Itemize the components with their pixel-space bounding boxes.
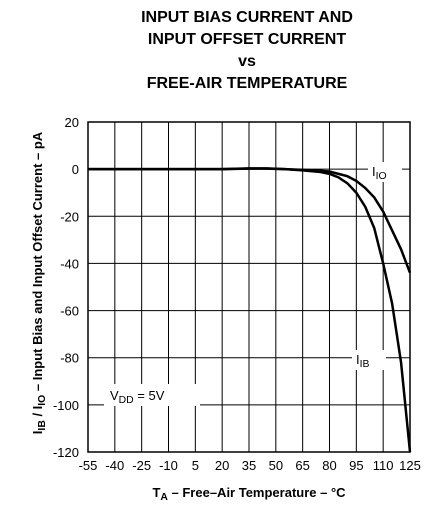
text-part: V [110, 388, 119, 403]
text-part: I [356, 352, 360, 367]
annotation-bg [104, 384, 200, 406]
chart-title: vs [238, 53, 256, 70]
text-part: – Free–Air Temperature – °C [168, 485, 346, 500]
subscript: IB [37, 420, 48, 431]
subscript: IB [360, 359, 370, 370]
x-tick-label: 65 [295, 458, 309, 473]
subscript: DD [119, 395, 134, 406]
y-tick-label: 20 [65, 115, 79, 130]
y-tick-label: -80 [60, 351, 79, 366]
text-part: – Input Bias and Input Offset Current – … [30, 131, 45, 395]
y-tick-label: -100 [53, 398, 79, 413]
x-tick-label: 125 [399, 458, 421, 473]
x-tick-label: 35 [242, 458, 256, 473]
label-bg [368, 162, 402, 182]
y-tick-label: -60 [60, 304, 79, 319]
x-tick-label: 95 [349, 458, 363, 473]
text-part: I [30, 431, 45, 435]
subscript: IO [37, 395, 48, 406]
label-bg [352, 350, 386, 370]
y-tick-label: -40 [60, 256, 79, 271]
text-part: = 5V [134, 388, 165, 403]
x-tick-label: -10 [159, 458, 178, 473]
plot-frame [87, 121, 411, 453]
x-axis-label: TA – Free–Air Temperature – °C [152, 485, 346, 503]
annotation: VDD = 5V [110, 388, 165, 406]
data-line [88, 167, 412, 453]
x-tick-label: 80 [322, 458, 336, 473]
text-part: T [152, 485, 160, 500]
y-tick-label: -120 [53, 445, 79, 460]
subscript: A [160, 492, 168, 503]
y-axis-label: IIB / IIO – Input Bias and Input Offset … [30, 131, 48, 434]
text-part: / I [30, 406, 45, 420]
text-part: I [372, 164, 376, 179]
series-label: IIB [356, 352, 370, 370]
chart-title: INPUT OFFSET CURRENT [148, 31, 346, 48]
x-tick-label: -40 [105, 458, 124, 473]
x-tick-label: 110 [373, 458, 394, 473]
x-tick-label: 5 [192, 458, 199, 473]
subscript: IO [376, 171, 387, 182]
x-tick-label: 50 [269, 458, 283, 473]
y-tick-label: -20 [60, 209, 79, 224]
x-tick-label: -25 [132, 458, 151, 473]
series-label: IIO [372, 164, 387, 182]
y-tick-label: 0 [72, 162, 79, 177]
x-tick-label: 20 [215, 458, 229, 473]
chart-title: FREE-AIR TEMPERATURE [147, 75, 348, 92]
chart-title: INPUT BIAS CURRENT AND [141, 9, 353, 26]
x-tick-label: -55 [79, 458, 98, 473]
